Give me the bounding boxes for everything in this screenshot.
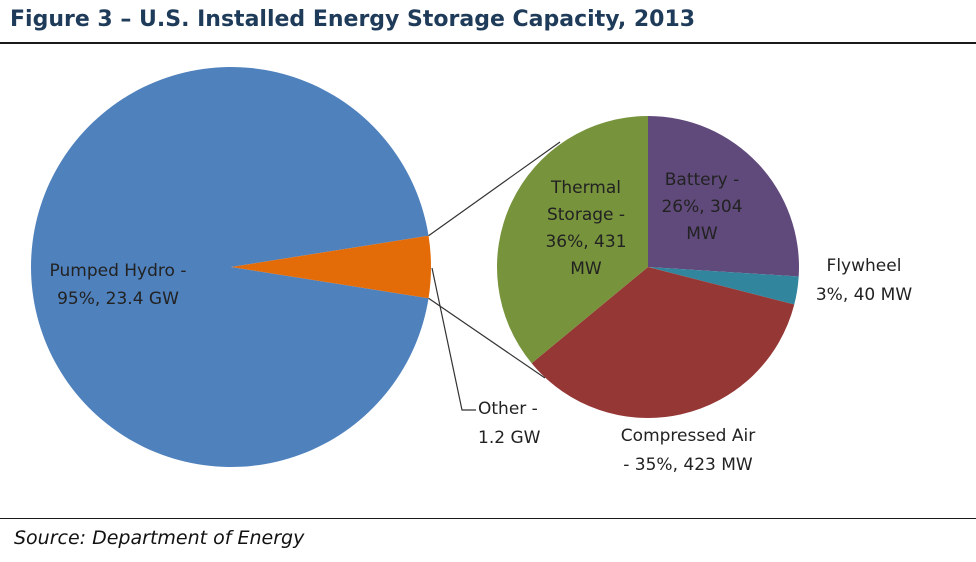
label-thermal-storage-line: 36%, 431: [545, 232, 626, 252]
label-pumped-hydro-line: 95%, 23.4 GW: [57, 289, 179, 309]
source-note: Source: Department of Energy: [14, 527, 305, 549]
label-pumped-hydro: Pumped Hydro - 95%, 23.4 GW: [50, 261, 187, 309]
slice-battery: [648, 116, 799, 277]
label-battery: Battery - 26%, 304 MW: [661, 170, 742, 244]
other-leader-line: [431, 267, 476, 411]
chart-title: Figure 3 – U.S. Installed Energy Storage…: [10, 7, 696, 32]
title-divider: [0, 42, 976, 44]
label-thermal-storage: Thermal Storage - 36%, 431 MW: [545, 178, 626, 279]
label-compressed-air-line: - 35%, 423 MW: [623, 455, 753, 475]
label-battery-line: 26%, 304: [661, 197, 742, 217]
label-thermal-storage-line: MW: [570, 259, 602, 279]
label-battery-line: MW: [686, 224, 718, 244]
source-divider: [0, 518, 976, 519]
label-compressed-air-line: Compressed Air: [621, 426, 755, 446]
label-other-line: Other -: [478, 399, 538, 419]
label-flywheel-line: Flywheel: [827, 256, 902, 276]
label-other-line: 1.2 GW: [478, 428, 541, 448]
label-battery-line: Battery -: [665, 170, 739, 190]
slice-compressed-air: [531, 267, 795, 419]
slice-pumped-hydro: [31, 67, 429, 468]
label-thermal-storage-line: Thermal: [550, 178, 621, 198]
label-other: Other - 1.2 GW: [478, 399, 541, 448]
slice-flywheel: [648, 267, 799, 305]
label-compressed-air: Compressed Air - 35%, 423 MW: [621, 426, 755, 475]
label-flywheel-line: 3%, 40 MW: [816, 285, 912, 305]
connector-line-top: [428, 141, 561, 237]
label-flywheel: Flywheel 3%, 40 MW: [816, 256, 912, 305]
label-thermal-storage-line: Storage -: [547, 205, 625, 225]
slice-other: [231, 235, 432, 299]
slice-thermal-storage: [496, 116, 648, 364]
label-pumped-hydro-line: Pumped Hydro -: [50, 261, 187, 281]
connector-line-bottom: [428, 297, 546, 379]
